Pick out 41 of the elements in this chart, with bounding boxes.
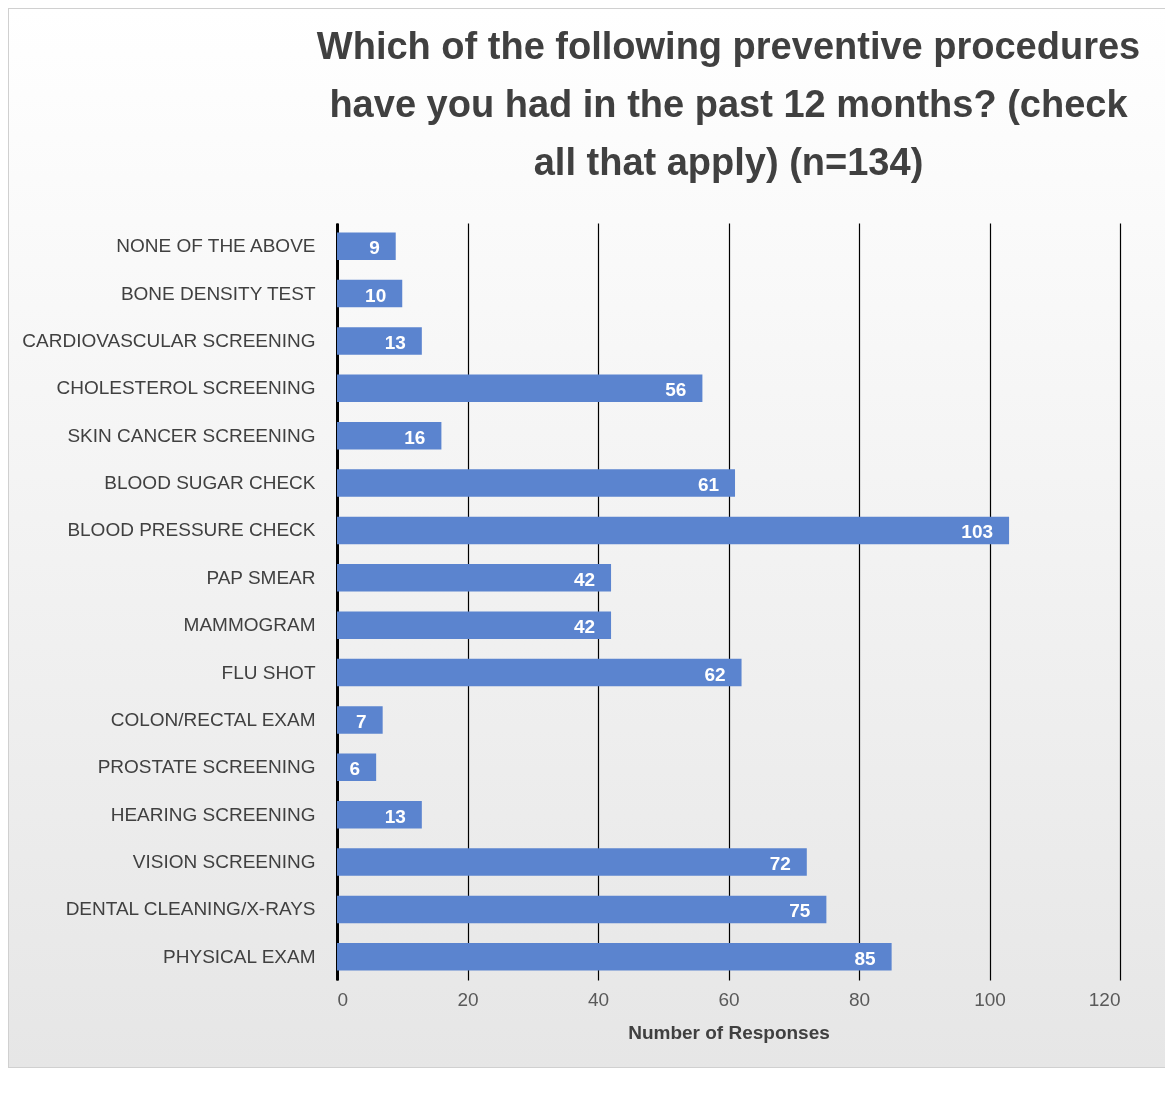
data-label: 6: [349, 758, 361, 780]
data-label: 13: [384, 331, 406, 353]
x-tick-label: 40: [587, 988, 610, 1010]
x-tick-label: 0: [337, 988, 349, 1010]
x-axis-title: Number of Responses: [628, 1021, 830, 1043]
data-label: 42: [573, 568, 596, 590]
data-label: 16: [404, 426, 426, 448]
y-tick-label: FLU SHOT: [221, 661, 316, 683]
y-tick-label: COLON/RECTAL EXAM: [110, 708, 316, 730]
data-label: 9: [369, 237, 380, 259]
data-label: 85: [854, 947, 877, 969]
data-label: 72: [769, 853, 791, 875]
data-label: 56: [665, 379, 687, 401]
x-tick-label: 80: [848, 988, 871, 1010]
x-tick-label: 100: [974, 988, 1006, 1010]
y-tick-label: BONE DENSITY TEST: [120, 282, 316, 304]
data-label: 42: [573, 616, 596, 638]
y-tick-label: CARDIOVASCULAR SCREENING: [22, 329, 316, 351]
data-label: 62: [704, 663, 726, 685]
y-tick-label: DENTAL CLEANING/X-RAYS: [65, 898, 316, 920]
y-tick-label: VISION SCREENING: [132, 851, 316, 873]
y-tick-label: PAP SMEAR: [206, 566, 316, 588]
chart-title: Which of the following preventive procedures have you had in the past 12 months? (check all that apply) (n=134): [316, 25, 1141, 183]
y-tick-label: BLOOD SUGAR CHECK: [104, 472, 316, 494]
data-label: 13: [384, 805, 406, 827]
y-tick-label: HEARING SCREENING: [110, 803, 316, 825]
data-label: 103: [961, 521, 994, 543]
y-tick-label: BLOOD PRESSURE CHECK: [67, 519, 316, 541]
y-tick-label: SKIN CANCER SCREENING: [67, 424, 316, 446]
y-tick-label: NONE OF THE ABOVE: [116, 235, 316, 257]
x-tick-label: 120: [1088, 988, 1121, 1010]
y-tick-label: CHOLESTEROL SCREENING: [56, 377, 316, 399]
data-label: 10: [365, 284, 387, 306]
y-tick-label: PHYSICAL EXAM: [163, 945, 316, 967]
data-label: 75: [789, 900, 811, 922]
x-tick-label: 60: [718, 988, 740, 1010]
x-tick-label: 20: [457, 988, 479, 1010]
data-label: 7: [356, 710, 367, 732]
y-tick-label: MAMMOGRAM: [183, 614, 316, 636]
y-tick-label: PROSTATE SCREENING: [97, 756, 316, 778]
data-label: 61: [697, 474, 720, 496]
